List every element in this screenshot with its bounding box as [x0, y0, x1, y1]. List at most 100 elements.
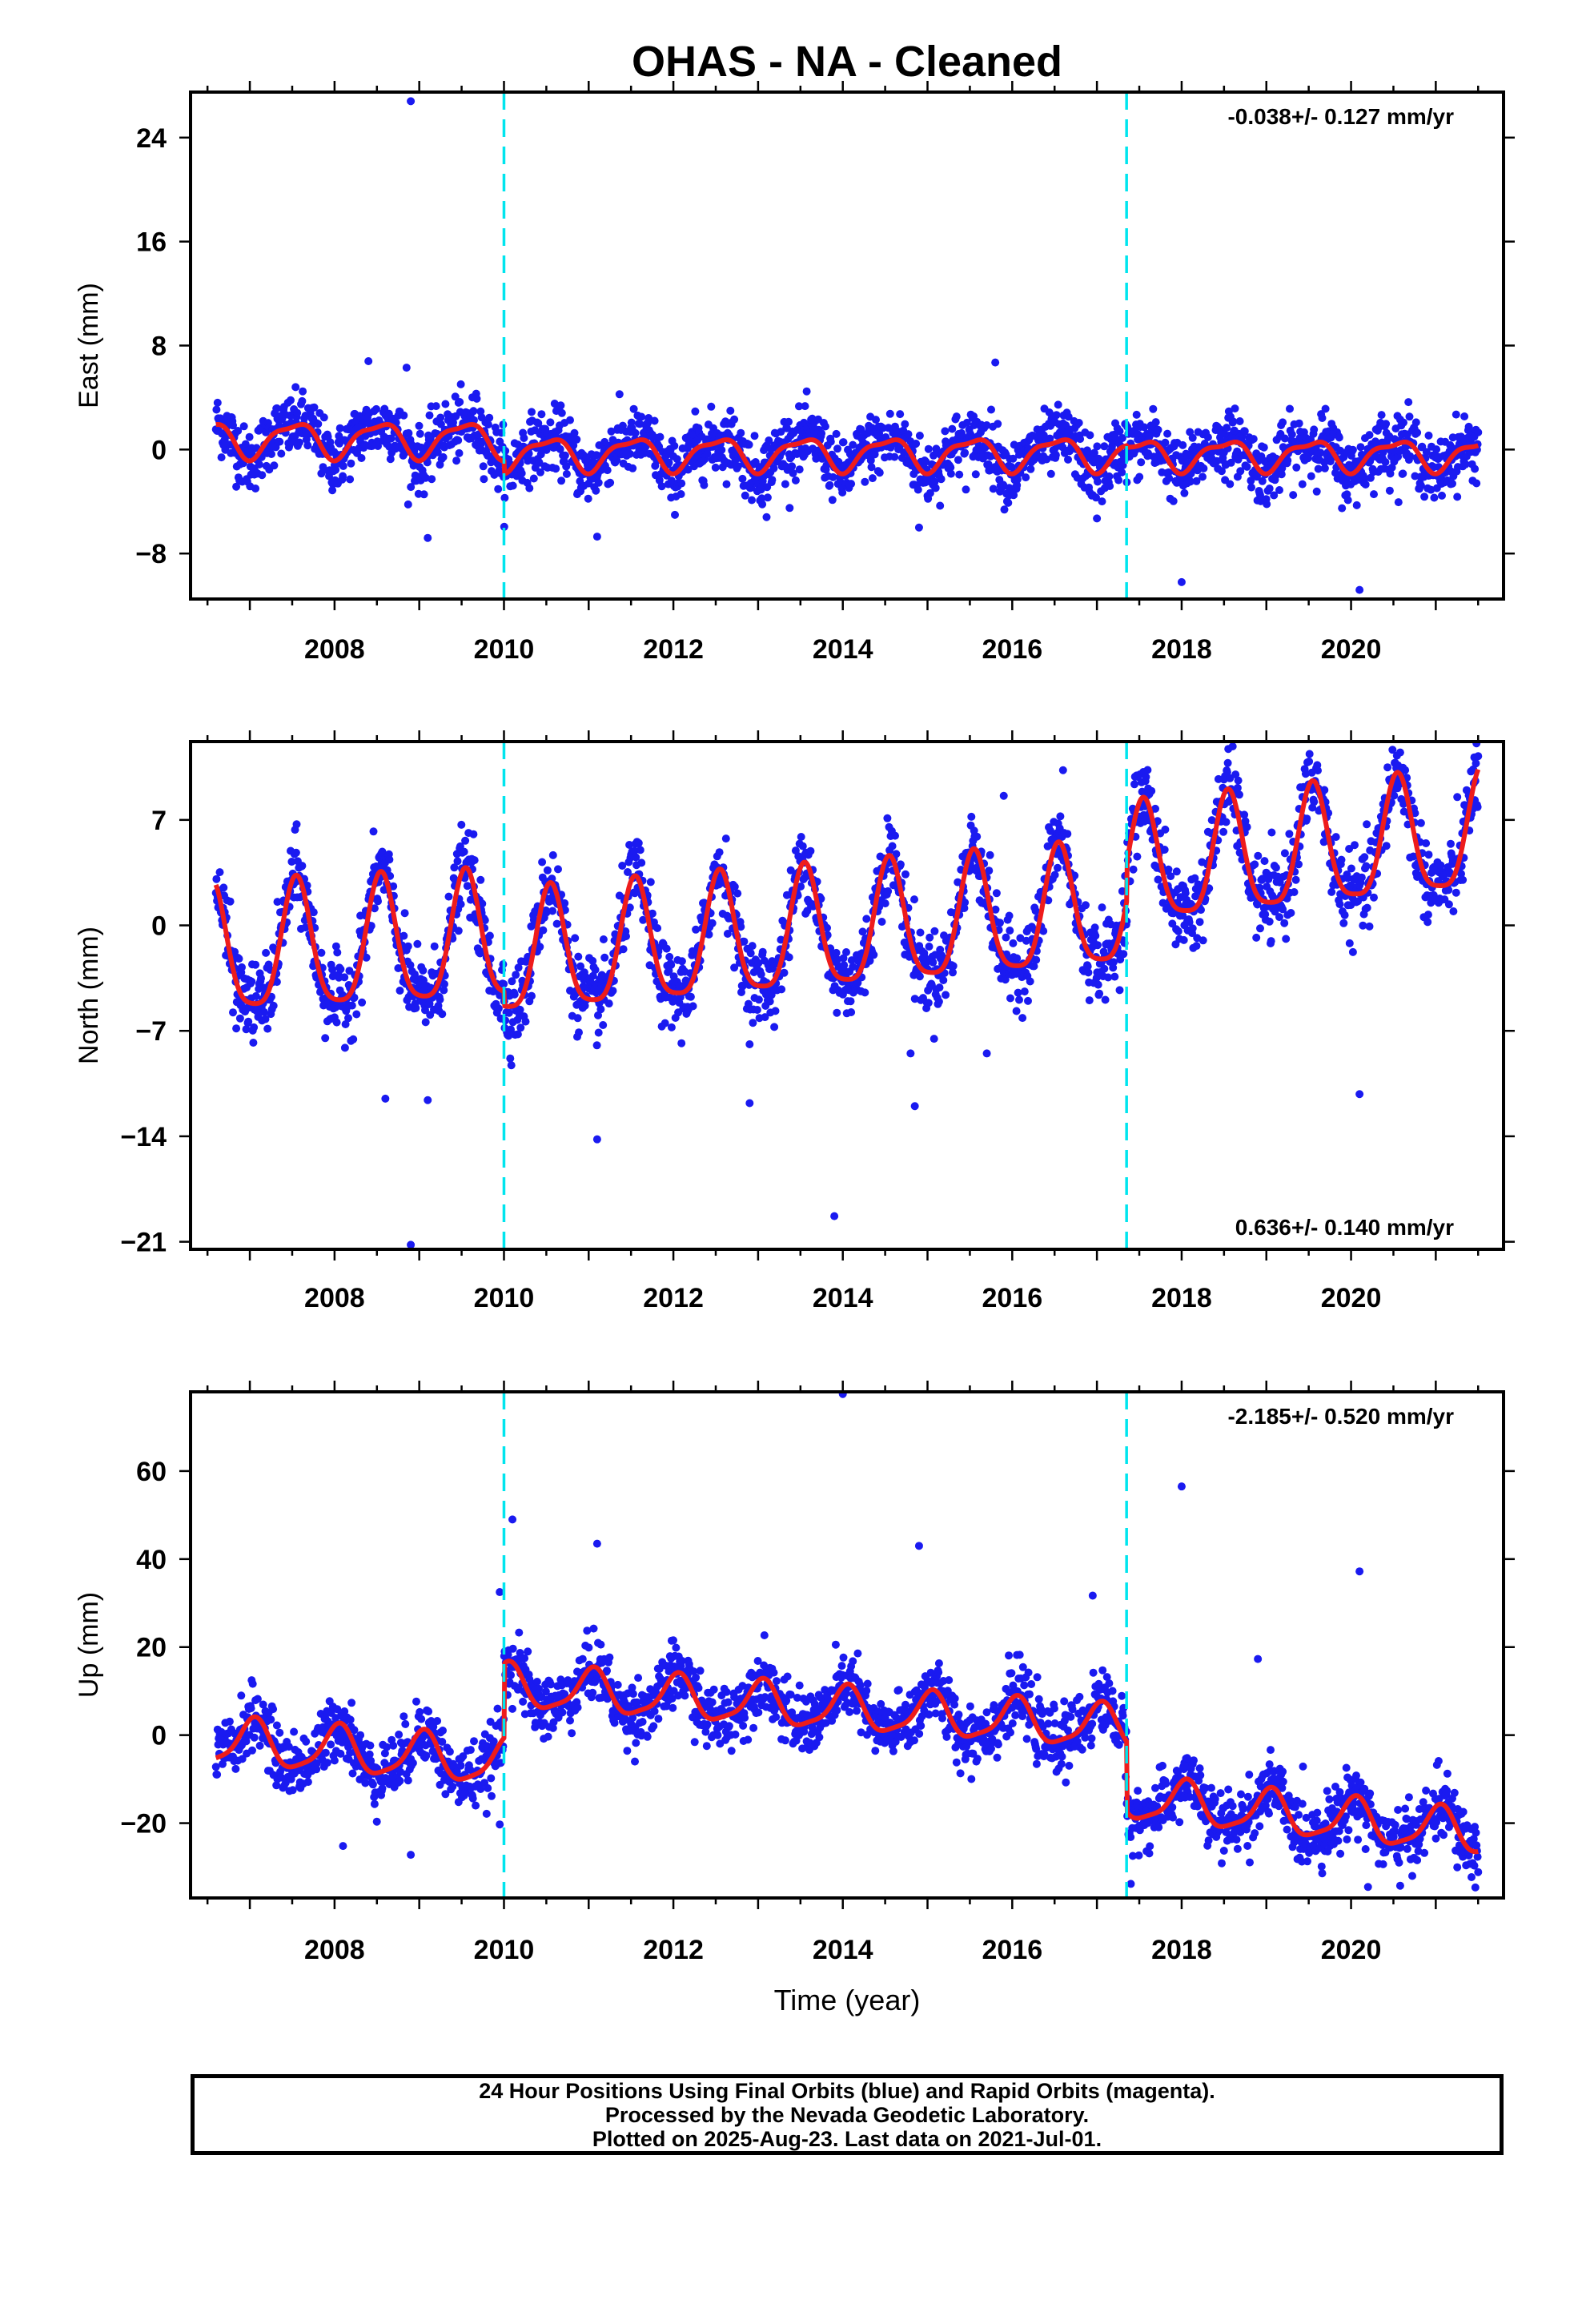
data-point: [1130, 780, 1138, 789]
data-point: [242, 1025, 251, 1034]
data-point: [745, 440, 753, 449]
data-point: [812, 454, 821, 463]
data-point: [891, 831, 899, 840]
data-point: [763, 493, 772, 502]
outlier-point: [592, 533, 601, 541]
y-tick-label: 24: [136, 123, 167, 154]
data-point: [1320, 458, 1329, 467]
data-point: [1338, 504, 1347, 513]
data-point: [419, 966, 428, 975]
data-point: [1386, 469, 1395, 478]
data-point: [238, 963, 246, 971]
data-point: [476, 875, 485, 884]
data-point: [656, 432, 665, 441]
data-point: [731, 456, 740, 464]
data-point: [508, 481, 517, 490]
data-point: [1051, 451, 1060, 460]
data-point: [703, 449, 712, 458]
data-point: [768, 476, 777, 485]
data-point: [453, 857, 462, 866]
data-point: [314, 420, 323, 428]
data-point: [1046, 469, 1055, 478]
data-point: [261, 1015, 270, 1023]
data-point: [543, 866, 552, 875]
data-point: [1042, 455, 1051, 464]
data-point: [592, 1041, 601, 1050]
data-point: [1448, 479, 1456, 488]
data-point: [949, 962, 958, 971]
data-point: [521, 1017, 530, 1026]
data-point: [594, 478, 603, 487]
data-point: [472, 394, 481, 403]
y-tick-label: −7: [135, 1016, 167, 1047]
data-point: [1280, 849, 1289, 858]
data-point: [925, 943, 934, 951]
data-point: [1348, 947, 1357, 956]
data-point: [235, 955, 243, 963]
data-point: [335, 432, 343, 440]
rate-label-north: 0.636+/- 0.140 mm/yr: [1235, 1215, 1454, 1240]
data-point: [869, 951, 878, 959]
data-point: [469, 830, 478, 838]
x-tick-label: 2012: [643, 634, 704, 665]
data-point: [267, 1715, 275, 1724]
x-tick-label: 2010: [474, 634, 535, 665]
data-point: [1327, 887, 1336, 896]
data-point: [400, 909, 409, 918]
panel-east: 2008 2010 2012 2014 2016 2018 2020241680−8East…: [74, 81, 1515, 665]
data-point: [750, 432, 759, 440]
data-point: [795, 465, 804, 474]
data-point: [1471, 464, 1480, 473]
data-point: [847, 480, 856, 489]
data-point: [627, 418, 636, 427]
data-point: [821, 422, 829, 431]
data-point: [303, 441, 312, 450]
data-point: [226, 897, 235, 906]
data-point: [657, 482, 666, 491]
data-point: [1199, 464, 1208, 472]
data-point: [1283, 456, 1292, 464]
data-point: [413, 939, 422, 948]
data-point: [494, 485, 503, 493]
data-point: [319, 413, 328, 422]
data-point: [730, 415, 739, 424]
data-point: [992, 889, 1001, 898]
data-point: [1340, 911, 1349, 919]
data-point: [1101, 995, 1110, 1004]
data-point: [842, 948, 850, 956]
data-point: [662, 944, 671, 953]
data-point: [1345, 939, 1354, 947]
data-point: [1277, 470, 1286, 479]
data-point: [619, 945, 628, 954]
data-point: [374, 442, 382, 450]
data-point: [1361, 480, 1370, 489]
data-point: [858, 927, 867, 936]
data-point: [916, 928, 925, 937]
data-point: [1050, 870, 1059, 879]
data-point: [1404, 398, 1413, 407]
data-point: [1395, 748, 1404, 757]
data-point: [1275, 486, 1283, 494]
data-point: [1054, 863, 1062, 872]
data-point: [500, 493, 509, 502]
data-point: [622, 932, 630, 941]
data-point: [1052, 411, 1061, 420]
outlier-point: [830, 1212, 839, 1220]
data-point: [1307, 472, 1315, 480]
data-point: [789, 468, 797, 477]
data-point: [331, 942, 340, 951]
data-point: [344, 1014, 352, 1023]
data-point: [336, 965, 345, 974]
data-point: [985, 866, 994, 875]
data-point: [1365, 431, 1374, 440]
data-point: [748, 942, 757, 951]
outlier-point: [1355, 1090, 1364, 1099]
data-point: [349, 1035, 358, 1043]
data-point: [1161, 438, 1170, 447]
data-point: [667, 1023, 676, 1031]
data-point: [754, 995, 763, 1004]
data-point: [1032, 955, 1041, 964]
data-point: [758, 500, 767, 509]
data-point: [926, 933, 934, 942]
